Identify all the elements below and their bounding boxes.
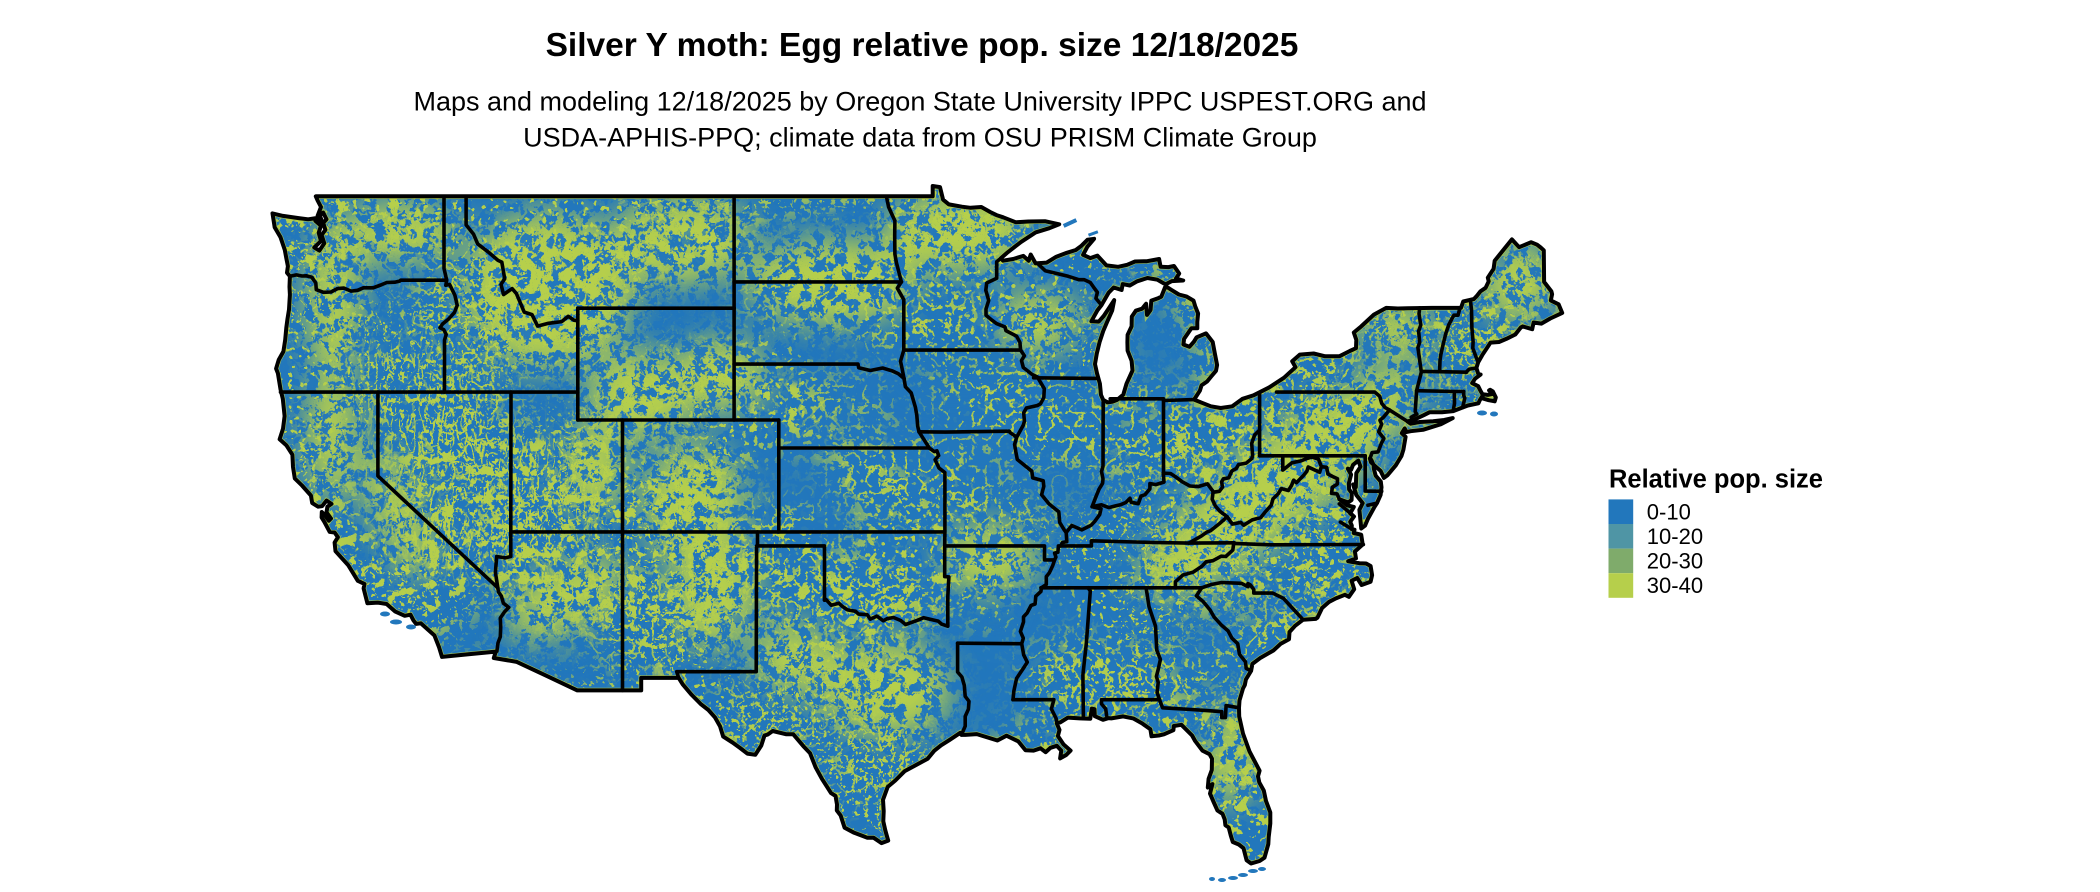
svg-text:USDA-APHIS-PPQ; climate data f: USDA-APHIS-PPQ; climate data from OSU PR… [523, 123, 1317, 153]
svg-text:10-20: 10-20 [1647, 524, 1703, 549]
svg-text:Maps and modeling 12/18/2025 b: Maps and modeling 12/18/2025 by Oregon S… [413, 86, 1426, 116]
svg-text:Silver Y moth: Egg relative po: Silver Y moth: Egg relative pop. size 12… [546, 27, 1299, 64]
svg-text:30-40: 30-40 [1647, 573, 1703, 598]
svg-text:0-10: 0-10 [1647, 499, 1691, 524]
svg-text:20-30: 20-30 [1647, 549, 1703, 574]
svg-text:Relative pop. size: Relative pop. size [1609, 466, 1823, 494]
